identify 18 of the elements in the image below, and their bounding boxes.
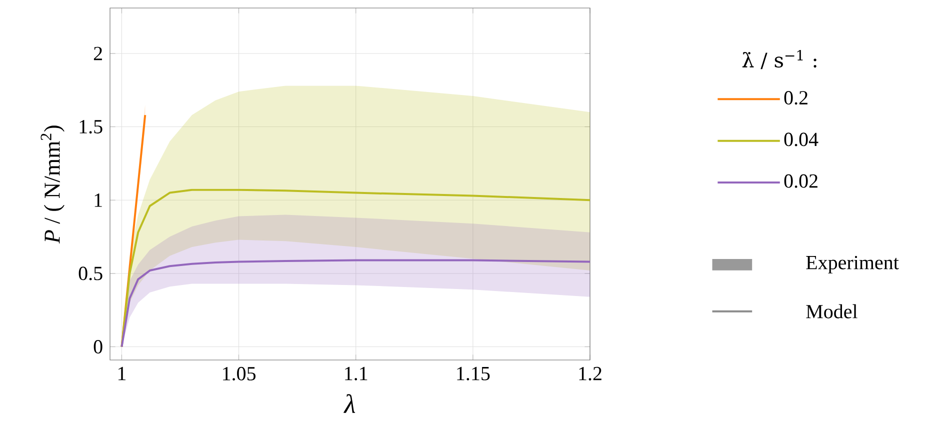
y-tick-label: 2 <box>94 46 102 60</box>
y-axis-title: P / ( N/mm$^{2}$) <box>40 126 64 244</box>
y-tick-label: 0.5 <box>78 266 102 280</box>
legend-label: 0.04 <box>784 132 818 146</box>
text: Experiment <box>806 256 899 274</box>
x-axis-title: λ <box>344 394 356 413</box>
legend-title: λ̇ / s$^{−1}$ : <box>742 50 816 70</box>
x-tick-label: 1.1 <box>345 366 368 380</box>
x-tick-label: 1.05 <box>223 366 256 381</box>
x-tick-label: 1.15 <box>457 366 490 380</box>
legend-label: 0.02 <box>784 174 818 188</box>
legend-label: 0.2 <box>784 91 808 105</box>
y-tick-label: 1.5 <box>80 120 102 134</box>
x-tick-label: 1 <box>118 366 126 380</box>
text: Model <box>806 304 858 318</box>
y-tick-label: 0 <box>94 340 102 354</box>
x-tick-label: 1.2 <box>579 366 602 380</box>
y-tick-label: 1 <box>94 194 102 207</box>
